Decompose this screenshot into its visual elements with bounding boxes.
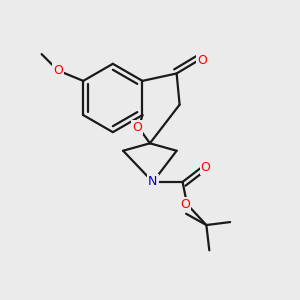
Text: O: O	[181, 198, 190, 211]
Text: O: O	[53, 64, 63, 77]
Text: N: N	[148, 176, 158, 188]
Text: O: O	[132, 121, 142, 134]
Text: O: O	[197, 54, 207, 67]
Text: O: O	[200, 160, 210, 174]
